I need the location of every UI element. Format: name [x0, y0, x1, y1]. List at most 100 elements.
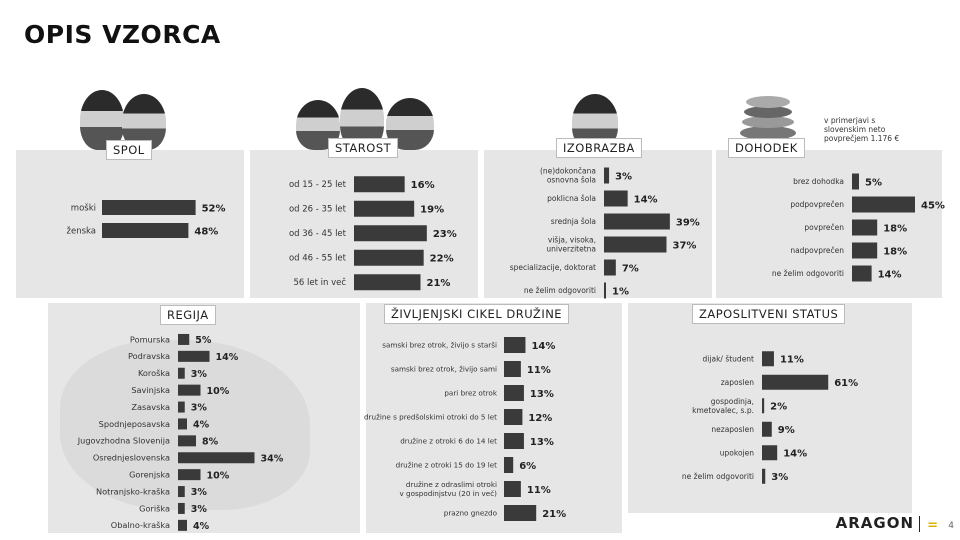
value-label: 5% — [865, 177, 882, 188]
value-label: 14% — [531, 341, 555, 352]
value-label: 22% — [430, 254, 454, 265]
value-label: 4% — [193, 420, 210, 431]
bar — [762, 468, 766, 484]
bar — [762, 351, 774, 367]
panel-zivljenjski — [366, 303, 622, 533]
bar — [604, 282, 606, 299]
value-label: 7% — [622, 263, 639, 274]
bar — [504, 505, 537, 521]
category-label: samski brez otrok, živijo sami — [391, 365, 497, 374]
category-label: upokojen — [720, 448, 754, 457]
bar — [178, 418, 187, 430]
value-label: 39% — [676, 217, 700, 228]
bar — [852, 242, 878, 259]
category-label: ženska — [67, 226, 97, 236]
category-label: 56 let in več — [293, 277, 346, 288]
value-label: 37% — [672, 240, 696, 251]
value-label: 13% — [530, 437, 554, 448]
value-label: 14% — [783, 449, 807, 460]
bar — [762, 398, 765, 414]
value-label: 10% — [207, 386, 230, 397]
value-label: 13% — [530, 389, 554, 400]
bar — [852, 265, 872, 282]
tag-zivljenjski: ŽIVLJENJSKI CIKEL DRUŽINE — [384, 304, 570, 324]
chart-izobrazba: (ne)dokončana osnovna šola 3% poklicna šola… — [510, 167, 700, 299]
category-label: nezaposlen — [711, 425, 754, 434]
bar — [354, 176, 405, 193]
bar — [852, 196, 915, 213]
category-label: Podravska — [128, 351, 170, 361]
category-label: Zasavska — [131, 402, 170, 412]
panel-zaposlitveni — [628, 303, 912, 513]
value-label: 18% — [883, 223, 907, 234]
bar — [852, 219, 878, 236]
value-label: 48% — [194, 226, 218, 237]
bar — [178, 384, 201, 396]
aragon-logo: ARAGON — [835, 514, 914, 532]
category-label: Goriška — [139, 503, 170, 513]
category-label: ne želim odgovoriti — [682, 472, 754, 481]
category-label: (ne)dokončana osnovna šola — [540, 167, 596, 185]
value-label: 16% — [411, 180, 435, 191]
bar — [178, 502, 185, 514]
category-label: od 15 - 25 let — [289, 180, 347, 190]
coins-image-dohodek — [736, 96, 800, 146]
value-label: 3% — [191, 504, 208, 515]
category-label: Gorenjska — [129, 470, 170, 480]
bar — [178, 469, 201, 481]
bar — [354, 225, 427, 242]
bar — [504, 457, 514, 473]
value-label: 21% — [427, 278, 451, 289]
tag-zaposlitveni: ZAPOSLITVENI STATUS — [692, 304, 846, 324]
bar — [178, 367, 185, 379]
category-label: gospodinja, kmetovalec, s.p. — [692, 397, 754, 415]
category-label: poklicna šola — [547, 194, 596, 203]
tag-starost: STAROST — [328, 138, 399, 158]
category-label: podpovprečen — [790, 200, 844, 209]
value-label: 34% — [261, 453, 284, 464]
value-label: 21% — [542, 509, 566, 520]
panel-starost — [250, 150, 478, 298]
category-label: Savinjska — [131, 385, 170, 395]
category-label: od 36 - 45 let — [289, 229, 347, 239]
bar — [504, 385, 524, 401]
value-label: 11% — [527, 485, 551, 496]
tag-regija: REGIJA — [160, 305, 216, 325]
category-label: od 26 - 35 let — [289, 205, 347, 215]
bar — [504, 361, 521, 377]
chart-starost: od 15 - 25 let 16% od 26 - 35 let 19% od 36 … — [289, 176, 457, 291]
bar — [762, 445, 778, 461]
value-label: 5% — [195, 335, 212, 346]
category-label: višja, visoka, univerzitetna — [546, 236, 596, 254]
value-label: 8% — [202, 436, 219, 447]
panel-dohodek — [716, 150, 942, 298]
category-label: ne želim odgovoriti — [772, 269, 844, 278]
category-label: Spodnjeposavska — [99, 419, 170, 429]
category-label: od 46 - 55 let — [289, 254, 347, 264]
chart-spol: moški 52% ženska 48% — [67, 200, 226, 238]
page-title: OPIS VZORCA — [24, 20, 221, 49]
bar — [178, 350, 210, 362]
bar — [354, 200, 415, 217]
value-label: 19% — [420, 205, 444, 216]
bar — [354, 249, 424, 266]
value-label: 11% — [527, 365, 551, 376]
category-label: Jugovzhodna Slovenija — [77, 436, 170, 446]
category-label: specializacije, doktorat — [510, 263, 596, 272]
bar — [178, 435, 196, 447]
value-label: 11% — [780, 355, 804, 366]
value-label: 9% — [778, 425, 795, 436]
value-label: 3% — [191, 369, 208, 380]
chart-zivljenjski: samski brez otrok, živijo s starši 14% sam… — [364, 337, 566, 521]
value-label: 14% — [216, 352, 239, 363]
value-label: 45% — [921, 200, 945, 211]
bar — [604, 236, 667, 253]
category-label: brez dohodka — [793, 177, 844, 186]
category-label: družine z otroki 15 do 19 let — [396, 461, 498, 470]
value-label: 3% — [771, 472, 788, 483]
value-label: 6% — [519, 461, 536, 472]
bar — [178, 519, 187, 531]
panel-izobrazba — [484, 150, 712, 298]
bar — [852, 173, 859, 190]
bar — [504, 409, 523, 425]
